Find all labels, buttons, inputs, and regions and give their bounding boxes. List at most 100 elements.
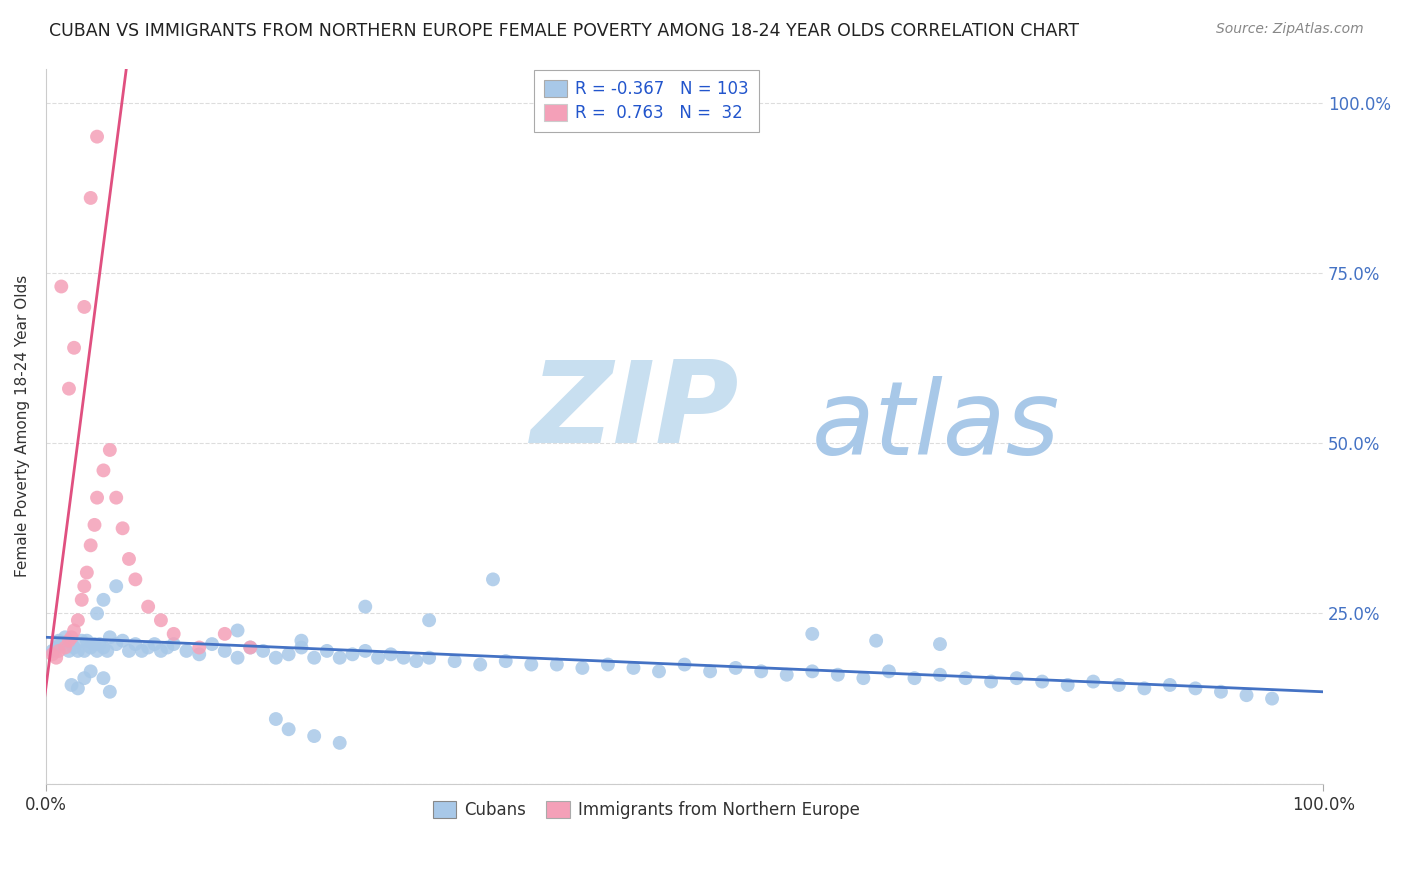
Point [66, 613, 89, 627]
Point [111, 633, 134, 648]
Point [118, 644, 141, 658]
Point [51, 637, 73, 651]
Point [51, 279, 73, 293]
Point [1209, 685, 1232, 699]
Point [443, 654, 465, 668]
Point [188, 648, 211, 662]
Point [124, 637, 146, 651]
Point [1056, 678, 1078, 692]
Text: Source: ZipAtlas.com: Source: ZipAtlas.com [1216, 22, 1364, 37]
Point [749, 665, 772, 679]
Point [316, 644, 339, 658]
Point [801, 665, 824, 679]
Point [264, 650, 287, 665]
Point [1184, 681, 1206, 696]
Point [163, 637, 186, 651]
Point [176, 644, 198, 658]
Point [66, 681, 89, 696]
Point [865, 633, 887, 648]
Point [73, 300, 96, 314]
Text: ZIP: ZIP [531, 356, 740, 467]
Point [70, 592, 93, 607]
Point [124, 573, 146, 587]
Point [188, 640, 211, 655]
Point [596, 657, 619, 672]
Point [648, 665, 671, 679]
Point [239, 640, 262, 655]
Point [83, 517, 105, 532]
Point [470, 657, 492, 672]
Point [143, 637, 166, 651]
Point [482, 573, 505, 587]
Point [136, 599, 159, 614]
Point [329, 736, 352, 750]
Point [105, 637, 128, 651]
Point [53, 640, 76, 655]
Point [41, 644, 63, 658]
Point [118, 552, 141, 566]
Point [86, 129, 108, 144]
Point [673, 657, 696, 672]
Point [149, 644, 172, 658]
Point [73, 644, 96, 658]
Point [955, 671, 977, 685]
Point [277, 723, 299, 737]
Point [79, 640, 101, 655]
Point [79, 191, 101, 205]
Point [214, 627, 236, 641]
Point [418, 650, 440, 665]
Point [1133, 681, 1156, 696]
Point [63, 341, 86, 355]
Point [520, 657, 543, 672]
Point [495, 654, 517, 668]
Point [571, 661, 593, 675]
Point [76, 633, 98, 648]
Legend: Cubans, Immigrants from Northern Europe: Cubans, Immigrants from Northern Europe [426, 794, 866, 825]
Point [546, 657, 568, 672]
Point [392, 650, 415, 665]
Point [53, 630, 76, 644]
Point [418, 613, 440, 627]
Point [41, 648, 63, 662]
Point [903, 671, 925, 685]
Point [226, 650, 249, 665]
Point [131, 644, 153, 658]
Point [1083, 674, 1105, 689]
Point [929, 637, 952, 651]
Point [724, 661, 747, 675]
Point [73, 579, 96, 593]
Point [623, 661, 645, 675]
Point [380, 648, 402, 662]
Point [66, 644, 89, 658]
Point [277, 648, 299, 662]
Point [156, 640, 179, 655]
Point [163, 627, 186, 641]
Point [852, 671, 875, 685]
Point [93, 592, 115, 607]
Point [60, 678, 83, 692]
Point [60, 637, 83, 651]
Point [73, 671, 96, 685]
Point [1261, 691, 1284, 706]
Point [264, 712, 287, 726]
Point [201, 637, 224, 651]
Point [105, 491, 128, 505]
Point [60, 630, 83, 644]
Point [79, 538, 101, 552]
Point [58, 644, 80, 658]
Point [98, 630, 121, 644]
Point [290, 633, 312, 648]
Point [354, 599, 377, 614]
Point [1108, 678, 1130, 692]
Point [214, 644, 236, 658]
Point [149, 613, 172, 627]
Point [252, 644, 274, 658]
Point [699, 665, 721, 679]
Point [1031, 674, 1053, 689]
Text: atlas: atlas [813, 376, 1060, 476]
Point [86, 644, 108, 658]
Point [226, 624, 249, 638]
Point [58, 382, 80, 396]
Point [93, 640, 115, 655]
Point [290, 640, 312, 655]
